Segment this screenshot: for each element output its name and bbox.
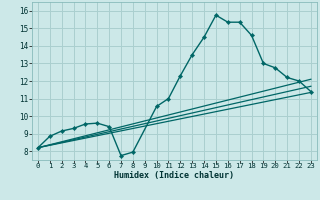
X-axis label: Humidex (Indice chaleur): Humidex (Indice chaleur) xyxy=(115,171,234,180)
